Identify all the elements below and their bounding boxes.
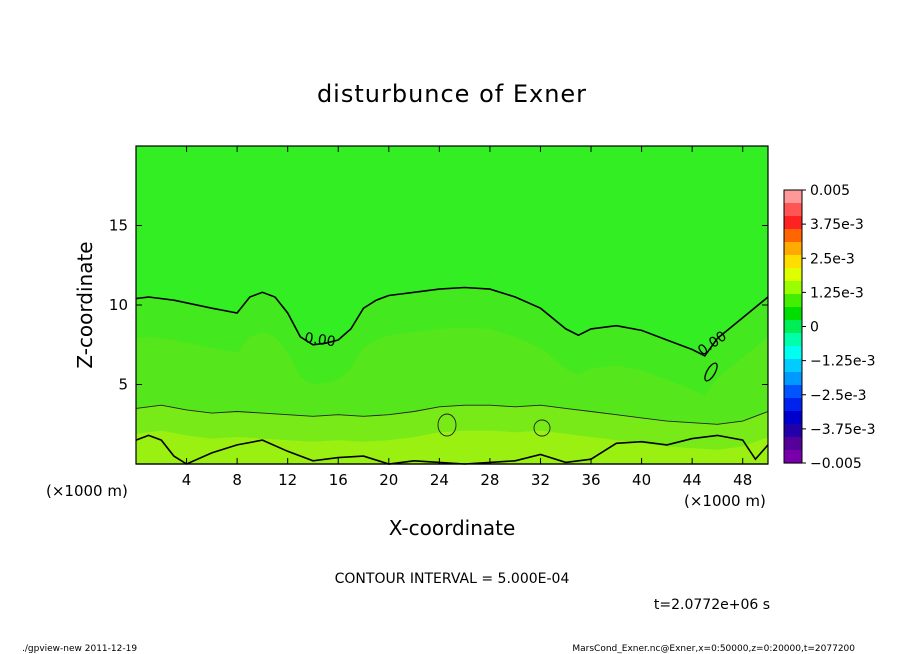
colorbar-swatch (784, 216, 802, 230)
x-axis-unit-right: (×1000 m) (684, 492, 766, 510)
axis-y: 5 10 15 Z-coordinate (73, 217, 768, 394)
y-tick-label: 10 (109, 296, 128, 314)
x-tick-label: 32 (531, 471, 550, 489)
colorbar-swatch (784, 294, 802, 308)
time-stamp: t=2.0772e+06 s (654, 597, 770, 613)
colorbar-swatch (784, 346, 802, 360)
zero-contour-line (135, 286, 769, 357)
colorbar-label: 0 (810, 320, 819, 336)
colorbar-swatch (784, 398, 802, 412)
colorbar-label: −3.75e-3 (810, 422, 875, 438)
contour-interval-note: CONTOUR INTERVAL = 5.000E-04 (335, 571, 570, 587)
contour-blob-24 (437, 413, 457, 437)
x-axis-unit-left: (×1000 m) (46, 482, 128, 500)
x-tick-label: 40 (632, 471, 651, 489)
colorbar: 0.005 3.75e-3 2.5e-3 1.25e-3 0 −1.25e-3 −2.5e-… (783, 183, 875, 472)
colorbar-swatch (784, 255, 802, 269)
x-tick-label: 12 (278, 471, 297, 489)
colorbar-swatch (784, 450, 802, 464)
colorbar-swatch (784, 437, 802, 451)
colorbar-swatch (784, 359, 802, 373)
colorbar-swatch (784, 307, 802, 321)
colorbar-swatch (784, 229, 802, 243)
colorbar-swatch (784, 411, 802, 425)
axis-x: 4 8 12 16 20 24 28 32 36 40 44 48 (×1000 m) (×1000 … (46, 146, 768, 540)
colorbar-swatch (784, 333, 802, 347)
colorbar-label: 0.005 (810, 183, 850, 199)
contour-label-1: 0.00 (303, 330, 336, 350)
lower-contour-line (135, 404, 769, 425)
x-tick-label: 20 (379, 471, 398, 489)
colorbar-swatch (784, 268, 802, 282)
x-tick-label: 16 (329, 471, 348, 489)
colorbar-swatch (784, 190, 802, 204)
contour-blob-32 (533, 419, 551, 437)
x-tick-label: 48 (733, 471, 752, 489)
footer-right: MarsCond_Exner.nc@Exner,x=0:50000,z=0:20… (572, 644, 855, 654)
colorbar-label: 3.75e-3 (810, 217, 864, 233)
footer-left: ./gpview-new 2011-12-19 (22, 644, 137, 654)
colorbar-swatch (784, 320, 802, 334)
colorbar-swatch (784, 424, 802, 438)
x-tick-label: 8 (232, 471, 242, 489)
colorbar-label: −1.25e-3 (810, 354, 875, 370)
plot-area: 0.00 0.00 (135, 145, 769, 465)
colorbar-swatch (784, 242, 802, 256)
colorbar-swatch (784, 281, 802, 295)
colorbar-label: 2.5e-3 (810, 251, 855, 267)
y-tick-label: 15 (109, 217, 128, 235)
colorbar-label: −2.5e-3 (810, 388, 867, 404)
colorbar-label: 1.25e-3 (810, 285, 864, 301)
y-tick-label: 5 (118, 376, 128, 394)
x-tick-label: 36 (581, 471, 600, 489)
x-tick-label: 24 (430, 471, 449, 489)
colorbar-label: −0.005 (810, 456, 862, 472)
chart-title: disturbunce of Exner (317, 80, 587, 108)
x-tick-label: 4 (182, 471, 192, 489)
colorbar-swatch (784, 385, 802, 399)
colorbar-swatch (784, 203, 802, 217)
field-band-4 (136, 430, 768, 464)
x-axis-label: X-coordinate (389, 516, 516, 540)
colorbar-swatch (784, 372, 802, 386)
y-axis-label: Z-coordinate (73, 241, 97, 368)
x-tick-label: 44 (683, 471, 702, 489)
contour-blob-45 (704, 362, 718, 382)
x-tick-label: 28 (480, 471, 499, 489)
